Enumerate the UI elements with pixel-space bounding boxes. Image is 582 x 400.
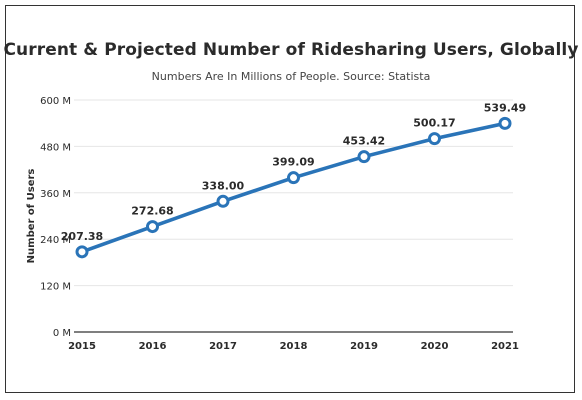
x-tick-label: 2015 <box>68 341 96 352</box>
data-labels: 207.38 272.68 338.00 399.09 453.42 500.17 539.… <box>61 101 526 242</box>
x-tick-label: 2017 <box>209 341 237 352</box>
y-axis-title: Number of Users <box>26 169 37 264</box>
x-tick-label: 2016 <box>139 341 167 352</box>
data-label: 453.42 <box>343 135 385 148</box>
data-label: 272.68 <box>131 205 173 218</box>
data-point <box>146 220 159 234</box>
chart-title: Current & Projected Number of Ridesharin… <box>3 40 579 60</box>
data-point <box>287 171 300 185</box>
data-label: 338.00 <box>202 179 245 192</box>
x-tick-label: 2021 <box>491 341 519 352</box>
data-label: 539.49 <box>484 101 526 114</box>
x-axis-ticks: 2015 2016 2017 2018 2019 2020 2021 <box>68 341 519 352</box>
x-tick-label: 2020 <box>421 341 449 352</box>
y-tick-label: 120 M <box>40 282 71 293</box>
x-tick-label: 2018 <box>280 341 308 352</box>
y-tick-label: 0 M <box>53 328 71 339</box>
data-point <box>216 194 230 208</box>
y-tick-label: 360 M <box>40 189 71 200</box>
chart-subtitle: Numbers Are In Millions of People. Sourc… <box>151 70 431 83</box>
x-tick-label: 2019 <box>350 341 378 352</box>
y-axis-ticks: 0 M 120 M 240 M 360 M 480 M 600 M <box>40 96 71 339</box>
data-point <box>75 245 89 259</box>
data-label: 500.17 <box>413 117 455 130</box>
series-line <box>75 116 512 259</box>
y-tick-label: 600 M <box>40 96 71 107</box>
data-label: 207.38 <box>61 230 103 243</box>
data-point <box>498 116 512 130</box>
data-point <box>357 150 371 164</box>
grid-lines <box>74 99 513 287</box>
chart-frame <box>5 5 575 393</box>
series-polyline <box>80 121 507 254</box>
y-tick-label: 240 M <box>40 235 71 246</box>
data-label: 399.09 <box>272 156 314 169</box>
y-tick-label: 480 M <box>40 142 71 153</box>
data-point <box>428 132 441 146</box>
